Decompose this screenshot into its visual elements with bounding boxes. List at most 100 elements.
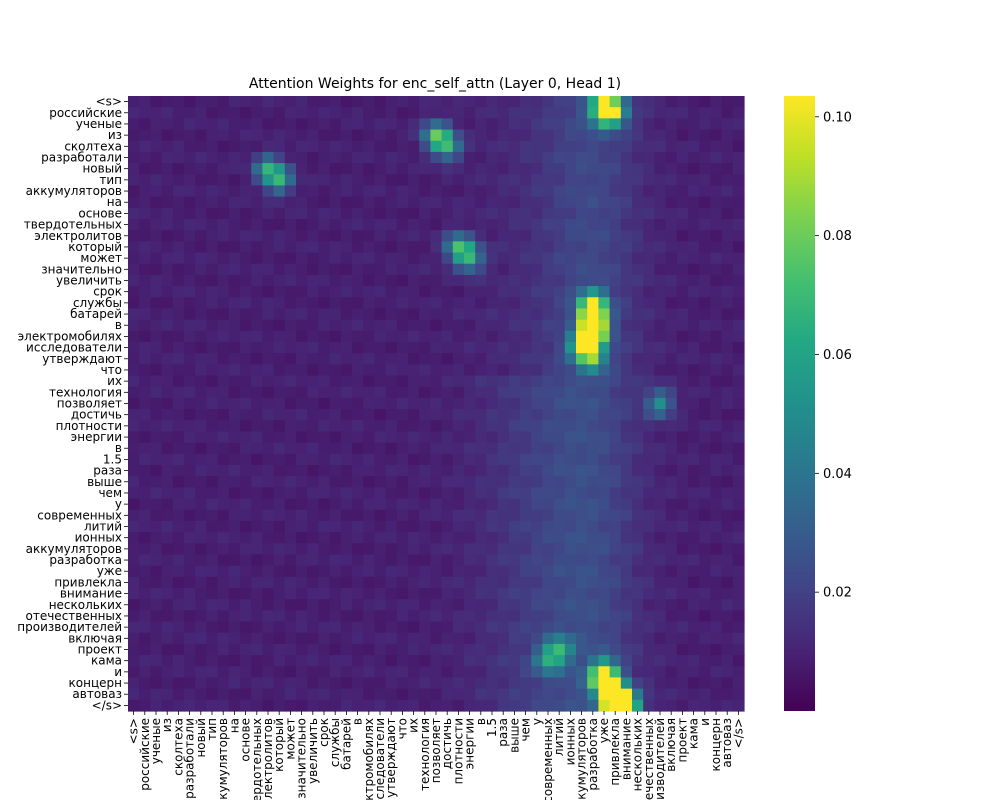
heatmap-cell (452, 465, 465, 477)
heatmap-cell (262, 129, 275, 142)
heatmap-cell (172, 196, 185, 209)
heatmap-cell (419, 442, 431, 455)
heatmap-cell (688, 554, 700, 567)
heatmap-cell (598, 588, 611, 600)
heatmap-cell (419, 610, 431, 623)
heatmap-cell (452, 375, 465, 388)
heatmap-cell (139, 699, 151, 712)
heatmap-cell (520, 196, 532, 209)
heatmap-cell (296, 509, 308, 522)
heatmap-cell (564, 655, 577, 667)
heatmap-cell (363, 207, 375, 220)
heatmap-cell (251, 621, 263, 634)
heatmap-cell (676, 196, 689, 209)
heatmap-cell (184, 554, 196, 567)
heatmap-cell (396, 386, 409, 399)
heatmap-cell (128, 330, 140, 343)
heatmap-cell (284, 286, 297, 298)
heatmap-cell (452, 666, 465, 679)
heatmap-cell (161, 520, 174, 533)
heatmap-cell (329, 163, 342, 175)
heatmap-cell (251, 353, 263, 365)
heatmap-cell (251, 252, 263, 265)
heatmap-cell (508, 263, 521, 276)
heatmap-cell (441, 230, 454, 242)
heatmap-cell (508, 207, 521, 220)
x-axis-tick-label: аккумуляторов (216, 718, 230, 800)
heatmap-cell (665, 297, 678, 310)
heatmap-cell (486, 219, 499, 231)
heatmap-cell (385, 688, 398, 701)
heatmap-cell (340, 442, 353, 455)
heatmap-cell (464, 163, 476, 175)
heatmap-cell (632, 330, 644, 343)
heatmap-cell (508, 96, 521, 108)
heatmap-cell (475, 554, 487, 567)
heatmap-cell (262, 353, 275, 365)
heatmap-cell (576, 509, 588, 522)
heatmap-cell (340, 655, 353, 667)
heatmap-cell (643, 319, 655, 332)
heatmap-cell (396, 509, 409, 522)
heatmap-cell (363, 621, 375, 634)
heatmap-cell (172, 599, 185, 611)
heatmap-cell (385, 151, 398, 164)
heatmap-cell (161, 699, 174, 712)
heatmap-cell (329, 610, 342, 623)
heatmap-cell (352, 699, 364, 712)
heatmap-cell (206, 252, 219, 265)
heatmap-cell (161, 420, 174, 433)
heatmap-cell (542, 655, 555, 667)
heatmap-cell (307, 386, 319, 399)
heatmap-cell (676, 599, 689, 611)
heatmap-cell (374, 431, 387, 444)
heatmap-cell (139, 286, 151, 298)
heatmap-cell (318, 185, 331, 198)
heatmap-cell (710, 163, 723, 175)
heatmap-cell (374, 476, 387, 488)
heatmap-cell (508, 107, 521, 119)
heatmap-cell (307, 476, 319, 488)
heatmap-cell (620, 286, 633, 298)
heatmap-cell (284, 588, 297, 600)
heatmap-cell (665, 520, 678, 533)
heatmap-cell (508, 420, 521, 433)
heatmap-cell (452, 163, 465, 175)
heatmap-cell (710, 688, 723, 701)
heatmap-cell (598, 476, 611, 488)
heatmap-cell (452, 409, 465, 421)
heatmap-cell (486, 230, 499, 242)
heatmap-cell (632, 252, 644, 265)
heatmap-cell (408, 140, 420, 153)
heatmap-cell (464, 230, 476, 242)
heatmap-cell (385, 219, 398, 231)
heatmap-cell (284, 643, 297, 656)
heatmap-cell (408, 252, 420, 265)
heatmap-cell (195, 375, 207, 388)
heatmap-cell (531, 207, 543, 220)
heatmap-cell (195, 386, 207, 399)
heatmap-cell (464, 297, 476, 310)
heatmap-cell (273, 554, 286, 567)
heatmap-cell (441, 364, 454, 377)
heatmap-cell (408, 520, 420, 533)
heatmap-cell (161, 431, 174, 444)
heatmap-cell (284, 420, 297, 433)
heatmap-cell (228, 442, 241, 455)
heatmap-cell (363, 319, 375, 332)
heatmap-cell (632, 431, 644, 444)
heatmap-cell (665, 688, 678, 701)
heatmap-cell (452, 330, 465, 343)
heatmap-cell (430, 129, 443, 142)
heatmap-cell (340, 151, 353, 164)
heatmap-cell (643, 308, 655, 321)
heatmap-cell (419, 364, 431, 377)
heatmap-cell (318, 688, 331, 701)
heatmap-cell (430, 666, 443, 679)
heatmap-cell (654, 118, 667, 131)
heatmap-cell (340, 465, 353, 477)
heatmap-cell (408, 442, 420, 455)
heatmap-cell (721, 520, 734, 533)
x-axis-tick-label: выше (507, 718, 521, 753)
heatmap-cell (587, 643, 599, 656)
